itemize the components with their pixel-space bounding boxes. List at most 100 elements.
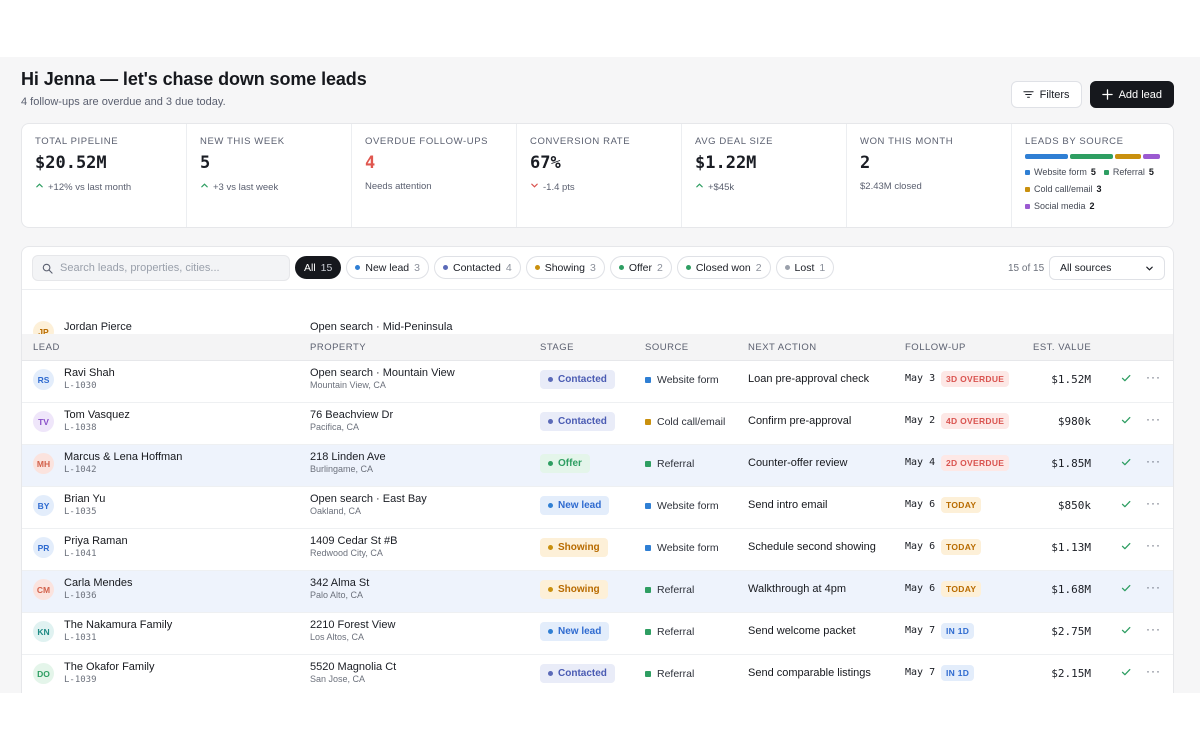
follow-up-badge: IN 1D — [941, 623, 975, 639]
more-options-icon[interactable]: ··· — [1146, 664, 1161, 678]
follow-up-date: May 6 — [905, 499, 936, 510]
table-row[interactable]: PR Priya Raman L-1041 1409 Cedar St #B Redwo… — [22, 529, 1173, 571]
property-name: 1409 Cedar St #B — [310, 535, 398, 547]
property-name: 218 Linden Ave — [310, 451, 386, 463]
stat-label: New this week — [200, 136, 285, 147]
lead-name: Jordan Pierce — [64, 321, 132, 333]
stage-badge: Showing — [540, 580, 608, 599]
filter-chip-all[interactable]: All 15 — [295, 256, 342, 279]
next-action: Walkthrough at 4pm — [748, 583, 847, 595]
estimated-value: $1.85M — [1051, 457, 1091, 470]
filter-chip-offer[interactable]: Offer 2 — [609, 256, 672, 279]
lead-source: Referral — [645, 668, 694, 680]
filter-chip-showing[interactable]: Showing 3 — [525, 256, 605, 279]
filters-button[interactable]: Filters — [1010, 81, 1082, 108]
follow-up-badge: TODAY — [941, 581, 982, 597]
filter-chip-lost[interactable]: Lost 1 — [775, 256, 835, 279]
legend-swatch — [1025, 186, 1030, 192]
check-icon[interactable] — [1120, 582, 1132, 594]
table-row[interactable]: KN The Nakamura Family L-1031 2210 Forest V… — [22, 613, 1173, 655]
stat-card: Avg deal size $1.22M +$45k — [682, 124, 847, 227]
column-header: Lead — [33, 342, 60, 353]
status-dot — [548, 629, 553, 634]
chip-count: 4 — [505, 261, 512, 274]
lead-source: Website form — [645, 374, 719, 386]
more-options-icon[interactable]: ··· — [1146, 580, 1161, 594]
source-select[interactable]: All sources — [1049, 256, 1165, 280]
legend-name: Social media — [1034, 201, 1086, 211]
check-icon[interactable] — [1120, 540, 1132, 552]
check-icon[interactable] — [1120, 498, 1132, 510]
lead-source: Referral — [645, 458, 694, 470]
legend-item: Cold call/email 3 — [1025, 184, 1102, 194]
source-label: Referral — [657, 584, 695, 596]
source-label: Referral — [657, 668, 695, 680]
check-icon[interactable] — [1120, 624, 1132, 636]
more-options-icon[interactable]: ··· — [1146, 454, 1161, 468]
stage-badge: Showing — [540, 538, 608, 557]
source-swatch — [645, 587, 651, 593]
more-options-icon[interactable]: ··· — [1146, 622, 1161, 636]
stage-badge: New lead — [540, 496, 610, 515]
source-label: Cold call/email — [657, 416, 726, 428]
filter-lines-icon — [1022, 91, 1034, 98]
stat-card: New this week 5 +3 vs last week — [187, 124, 352, 227]
estimated-value: $2.15M — [1051, 667, 1091, 680]
filter-chip-new-lead[interactable]: New lead 3 — [346, 256, 429, 279]
legend-swatch — [1103, 169, 1109, 175]
stage-label: New lead — [558, 500, 602, 511]
filter-chip-contacted[interactable]: Contacted 4 — [433, 256, 521, 279]
follow-up-badge: TODAY — [941, 539, 982, 555]
check-icon[interactable] — [1120, 456, 1132, 468]
column-header: Stage — [540, 342, 574, 353]
table-row[interactable]: BY Brian Yu L-1035 Open search · East Bay Oa… — [22, 487, 1173, 529]
chip-count: 15 — [320, 261, 333, 274]
source-bar-segment — [1070, 154, 1113, 159]
stat-label: Won this month — [860, 136, 954, 147]
column-header: Next action — [748, 342, 817, 353]
property-city: Oakland, CA — [310, 506, 362, 516]
legend-swatch — [1025, 203, 1030, 209]
more-options-icon[interactable]: ··· — [1146, 538, 1161, 552]
source-swatch — [645, 419, 651, 425]
table-row[interactable]: CM Carla Mendes L-1036 342 Alma St Palo Alto… — [22, 571, 1173, 613]
table-row[interactable]: RS Ravi Shah L-1030 Open search · Mountain … — [22, 361, 1173, 403]
status-dot — [548, 671, 553, 676]
estimated-value: $1.52M — [1051, 373, 1091, 386]
stat-value: 4 — [365, 153, 376, 173]
follow-up-badge: 2D OVERDUE — [941, 455, 1010, 471]
more-options-icon[interactable]: ··· — [1146, 496, 1161, 510]
source-bar-segment — [1115, 154, 1141, 159]
add-lead-button[interactable]: Add lead — [1089, 81, 1174, 108]
table-row[interactable]: MH Marcus & Lena Hoffman L-1042 218 Linden … — [22, 445, 1173, 487]
stat-sub-text: Needs attention — [365, 181, 432, 192]
next-action: Schedule second showing — [748, 541, 876, 553]
table-row[interactable]: DO The Okafor Family L-1039 5520 Magnolia C… — [22, 655, 1173, 693]
filter-chip-closed-won[interactable]: Closed won 2 — [676, 256, 771, 279]
filters-label: Filters — [1039, 88, 1070, 101]
stat-sub-text: +3 vs last week — [213, 181, 279, 193]
stage-label: Offer — [558, 458, 582, 469]
source-label: Referral — [657, 458, 695, 470]
stat-sub: +3 vs last week — [200, 181, 338, 193]
check-icon[interactable] — [1120, 414, 1132, 426]
page-title: Hi Jenna — let's chase down some leads — [21, 69, 367, 89]
check-icon[interactable] — [1120, 372, 1132, 384]
next-action: Send welcome packet — [748, 625, 856, 637]
search-input[interactable] — [60, 262, 280, 274]
property-name: 2210 Forest View — [310, 619, 396, 631]
more-options-icon[interactable]: ··· — [1146, 370, 1161, 384]
more-options-icon[interactable]: ··· — [1146, 412, 1161, 426]
legend-count: 5 — [1148, 167, 1154, 177]
stat-sub: +$45k — [695, 181, 833, 193]
follow-up-date: May 6 — [905, 583, 936, 594]
source-bar-segment — [1025, 154, 1068, 159]
legend-item: Referral 5 — [1103, 167, 1154, 177]
avatar: PR — [33, 537, 54, 558]
legend-count: 5 — [1090, 167, 1096, 177]
status-dot — [548, 377, 553, 382]
table-row[interactable]: TV Tom Vasquez L-1038 76 Beachview Dr Pacifi… — [22, 403, 1173, 445]
check-icon[interactable] — [1120, 666, 1132, 678]
estimated-value: $850k — [1057, 499, 1091, 512]
source-label: Website form — [657, 500, 719, 512]
